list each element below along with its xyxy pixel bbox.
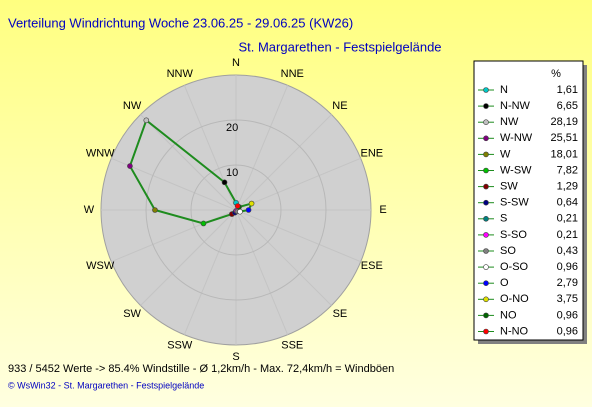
r-tick-label: 10: [226, 167, 238, 179]
point: [143, 117, 150, 124]
legend-box: [473, 60, 584, 341]
legend-value: 0,21: [557, 213, 578, 225]
direction-label: WNW: [86, 148, 115, 160]
legend-marker: [483, 312, 489, 319]
legend-marker: [483, 199, 489, 206]
legend-value: 0,43: [557, 245, 578, 257]
point: [237, 208, 243, 215]
direction-label: S: [232, 351, 239, 363]
legend-label: NW: [500, 116, 519, 128]
grid-ring: [190, 164, 282, 256]
direction-label: NNE: [281, 68, 304, 80]
legend-value: 1,29: [557, 181, 578, 193]
legend-marker: [483, 183, 489, 190]
direction-label: SW: [123, 308, 141, 320]
legend-value: 0,96: [557, 325, 578, 337]
point: [245, 207, 252, 213]
legend-label: W-NW: [500, 132, 533, 144]
chart-subtitle: St. Margarethen - Festspielgelände: [238, 39, 441, 54]
direction-label: ESE: [361, 260, 383, 272]
spoke: [235, 209, 332, 306]
legend-label: W-SW: [500, 164, 532, 176]
direction-label: SE: [333, 308, 348, 320]
legend-marker: [483, 151, 489, 158]
legend-marker: [483, 167, 489, 174]
legend-label: S-SO: [500, 229, 527, 241]
legend-unit: %: [551, 68, 561, 80]
point: [152, 207, 158, 213]
legend-value: 3,75: [557, 293, 578, 305]
credit: © WsWin32 - St. Margarethen - Festspielg…: [8, 380, 204, 390]
legend-label: O-NO: [500, 293, 529, 305]
legend-value: 18,01: [550, 148, 578, 160]
direction-label: NE: [332, 100, 347, 112]
legend-value: 28,19: [550, 116, 578, 128]
legend-marker: [483, 87, 489, 93]
point: [221, 179, 228, 186]
legend-label: S: [500, 213, 507, 225]
legend-marker: [483, 264, 489, 270]
chart-title: Verteilung Windrichtung Woche 23.06.25 -…: [8, 15, 353, 30]
direction-label: NNW: [167, 68, 194, 80]
direction-label: SSW: [167, 340, 193, 352]
direction-label: N: [232, 57, 240, 69]
legend-label: SW: [500, 181, 518, 193]
spoke: [235, 209, 289, 335]
point: [248, 200, 255, 207]
legend-label: W: [500, 148, 511, 160]
legend-value: 2,79: [557, 277, 578, 289]
direction-label: NW: [123, 100, 142, 112]
legend-label: S-SW: [500, 197, 529, 209]
legend-value: 25,51: [550, 132, 578, 144]
legend-marker: [483, 216, 489, 222]
legend-label: N-NO: [500, 325, 529, 337]
point: [200, 220, 207, 227]
legend-label: NO: [500, 309, 517, 321]
legend-marker: [483, 232, 489, 238]
legend-marker: [483, 119, 489, 125]
spoke: [235, 157, 361, 211]
legend-marker: [483, 248, 489, 254]
spoke: [235, 209, 361, 263]
legend-label: N-NW: [500, 100, 531, 112]
legend-label: SO: [500, 245, 516, 257]
spoke: [140, 209, 237, 306]
legend-value: 0,21: [557, 229, 578, 241]
direction-label: E: [379, 204, 386, 216]
legend-marker: [483, 103, 489, 109]
direction-label: ENE: [360, 148, 383, 160]
legend-label: N: [500, 84, 508, 96]
legend-value: 6,65: [557, 100, 578, 112]
point: [127, 163, 133, 169]
spoke: [235, 85, 289, 211]
legend-value: 0,96: [557, 309, 578, 321]
spoke: [140, 114, 237, 211]
legend-value: 1,61: [557, 84, 578, 96]
direction-label: SSE: [281, 340, 303, 352]
legend-value: 0,64: [557, 197, 578, 209]
spoke: [235, 114, 332, 211]
footnote: 933 / 5452 Werte -> 85.4% Windstille - Ø…: [8, 363, 394, 375]
legend-label: O-SO: [500, 261, 529, 273]
legend-marker: [483, 135, 489, 142]
legend-marker: [483, 280, 489, 287]
r-tick-label: 20: [226, 122, 238, 134]
point: [234, 203, 241, 209]
legend-value: 0,96: [557, 261, 578, 273]
direction-label: W: [84, 204, 95, 216]
legend-marker: [483, 328, 489, 335]
legend-marker: [483, 296, 489, 303]
spoke: [183, 209, 237, 335]
legend-value: 7,82: [557, 164, 578, 176]
legend-label: O: [500, 277, 509, 289]
grid-ring: [145, 119, 327, 301]
direction-label: WSW: [86, 260, 115, 272]
